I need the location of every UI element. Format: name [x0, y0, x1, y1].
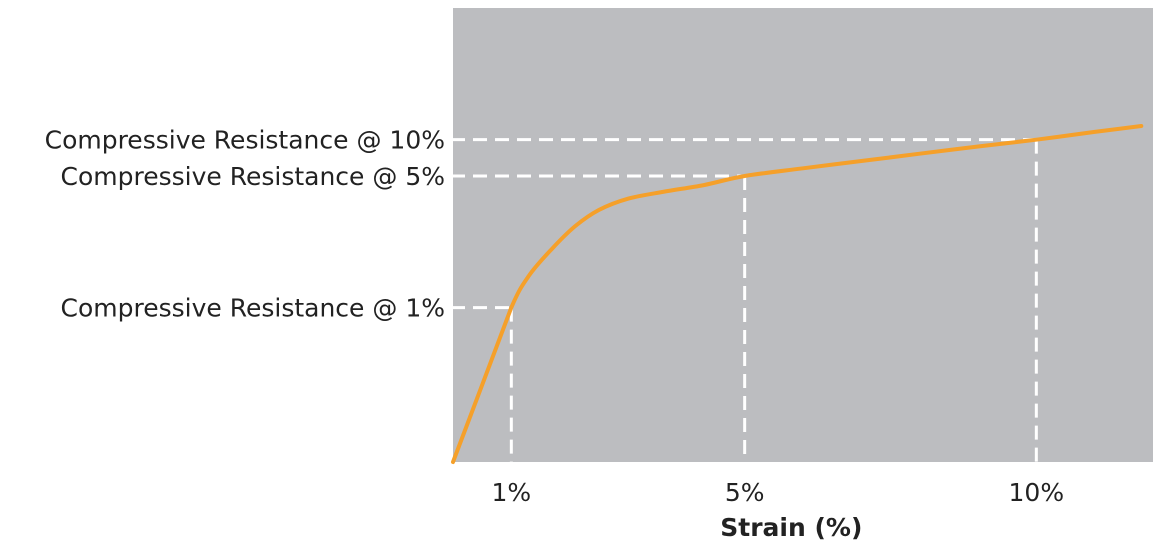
x-tick-label: 10%: [1009, 478, 1065, 507]
y-annotation-label: Compressive Resistance @ 5%: [61, 162, 445, 191]
x-axis-title: Strain (%): [720, 513, 862, 542]
y-annotation-labels: Compressive Resistance @ 10% Compressive …: [45, 126, 445, 323]
x-tick-label: 1%: [491, 478, 531, 507]
guide-lines: [451, 138, 1038, 462]
plot-area-background: [453, 8, 1153, 462]
x-tick-label: 5%: [725, 478, 765, 507]
x-tick-labels: 1% 5% 10%: [491, 478, 1064, 507]
stress-strain-curve: [451, 124, 1144, 464]
y-annotation-label: Compressive Resistance @ 1%: [61, 294, 445, 323]
y-annotation-label: Compressive Resistance @ 10%: [45, 126, 445, 155]
